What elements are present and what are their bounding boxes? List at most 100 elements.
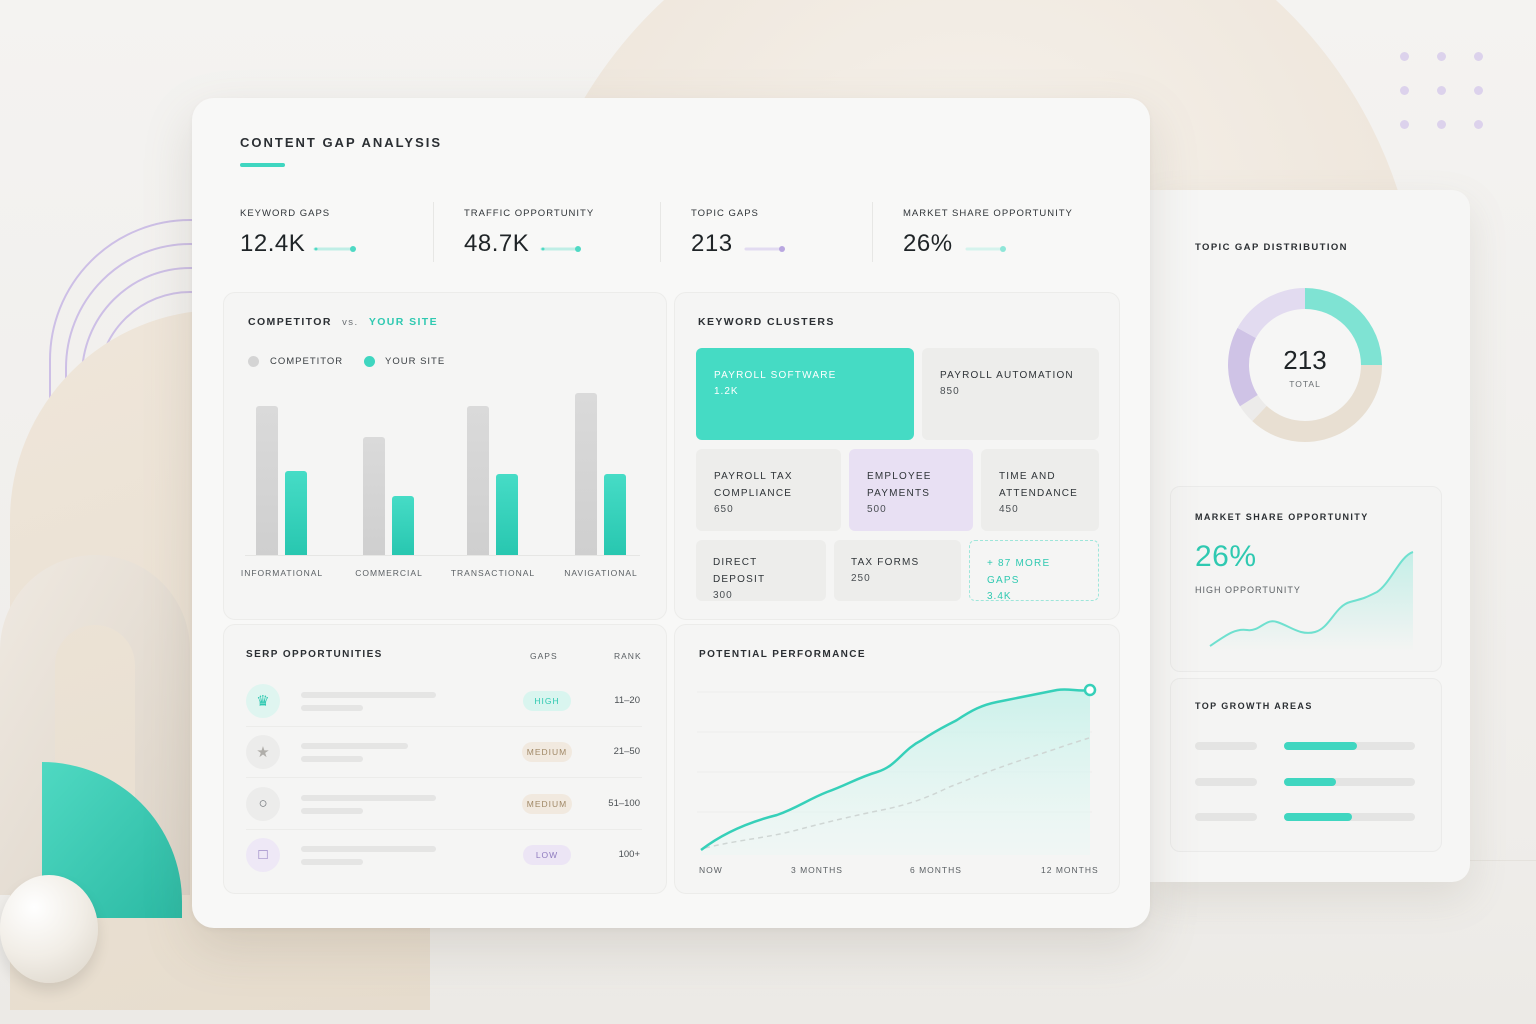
cluster-value: 650 <box>714 504 734 515</box>
kpi-divider <box>660 202 661 262</box>
keyword-cluster-tile[interactable]: DIRECT DEPOSIT 300 <box>696 540 826 601</box>
kpi-topic-gaps-value: 213 <box>691 230 733 257</box>
cluster-value: 500 <box>867 504 887 515</box>
gap-badge: LOW <box>523 844 571 865</box>
cluster-name: TIME AND ATTENDANCE <box>999 471 1079 499</box>
keyword-cluster-tile[interactable]: PAYROLL SOFTWARE 1.2K <box>696 348 914 440</box>
market-share-sparkline <box>1209 551 1414 652</box>
donut-segment <box>1252 365 1382 442</box>
kpi-traffic-trend <box>540 246 581 252</box>
x-tick-label: TRANSACTIONAL <box>450 568 536 578</box>
legend-your-site-label: YOUR SITE <box>385 356 446 367</box>
keyword-cluster-tile[interactable]: PAYROLL AUTOMATION 850 <box>922 348 1099 440</box>
cluster-name: PAYROLL TAX COMPLIANCE <box>714 471 793 499</box>
performance-tick-3-months: 3 MONTHS <box>791 865 843 875</box>
kpi-market-share-label: MARKET SHARE OPPORTUNITY <box>903 208 1073 219</box>
donut-total: 213 <box>1283 345 1327 375</box>
kpi-market-share-value: 26% <box>903 230 953 257</box>
kpi-keyword-gaps-value: 12.4K <box>240 230 306 257</box>
donut-segment <box>1228 327 1258 407</box>
kpi-keyword-gaps-label: KEYWORD GAPS <box>240 208 331 219</box>
x-tick-label: COMMERCIAL <box>355 568 423 578</box>
growth-track <box>1284 777 1415 786</box>
kpi-keyword-gaps-trend <box>313 246 356 252</box>
donut-center <box>1250 310 1360 420</box>
decorative-teal-quarter <box>42 762 182 918</box>
square-icon: □ <box>246 837 280 872</box>
rank-value: 100+ <box>618 848 640 860</box>
kpi-traffic-value: 48.7K <box>464 230 530 257</box>
placeholder-line <box>301 858 363 865</box>
page-title: CONTENT GAP ANALYSIS <box>240 135 443 150</box>
topic-gap-distribution-title: TOPIC GAP DISTRIBUTION <box>1195 242 1348 253</box>
gap-badge: MEDIUM <box>522 742 572 763</box>
rank-value: 51–100 <box>608 797 640 809</box>
kpi-divider <box>433 202 434 262</box>
cluster-name: EMPLOYEE PAYMENTS <box>867 471 932 499</box>
placeholder-line <box>301 743 408 750</box>
market-share-value: 26% <box>1195 540 1257 573</box>
bar-competitor <box>363 436 385 555</box>
performance-chart <box>697 683 1097 855</box>
crown-icon: ♛ <box>246 684 280 718</box>
serp-col-gaps: GAPS <box>530 651 558 661</box>
cluster-value: 300 <box>713 590 733 601</box>
star-icon: ★ <box>246 735 280 770</box>
cluster-name: PAYROLL AUTOMATION <box>940 370 1074 381</box>
kpi-topic-gaps-label: TOPIC GAPS <box>691 208 759 219</box>
keyword-cluster-tile[interactable]: TAX FORMS 250 <box>834 540 961 601</box>
growth-fill <box>1284 742 1358 750</box>
rank-value: 11–20 <box>614 695 640 706</box>
topic-gap-donut <box>1228 288 1382 442</box>
donut-segment <box>1239 395 1267 422</box>
kpi-topic-gaps-trend <box>744 246 785 252</box>
market-share-title: MARKET SHARE OPPORTUNITY <box>1195 512 1369 522</box>
bar-competitor <box>575 393 597 555</box>
keyword-cluster-tile[interactable]: PAYROLL TAX COMPLIANCE 650 <box>696 449 841 531</box>
row-divider <box>246 828 642 830</box>
growth-label-placeholder <box>1195 813 1257 821</box>
keyword-cluster-tile[interactable]: + 87 MORE GAPS 3.4K <box>969 540 1099 602</box>
growth-label-placeholder <box>1195 777 1257 786</box>
donut-total-label: TOTAL <box>1289 379 1321 389</box>
row-divider <box>246 777 642 779</box>
competitor-bar-chart: INFORMATIONAL COMMERCIAL TRANSACTIONAL NAVI… <box>241 385 645 585</box>
cluster-name: DIRECT DEPOSIT <box>713 557 766 585</box>
cluster-name: TAX FORMS <box>851 557 920 568</box>
legend-competitor-label: COMPETITOR <box>270 356 344 367</box>
performance-tick-12-months: 12 MONTHS <box>1041 865 1099 875</box>
cluster-value: 850 <box>940 386 960 397</box>
row-divider <box>246 726 642 727</box>
keyword-cluster-tile[interactable]: EMPLOYEE PAYMENTS 500 <box>849 449 973 531</box>
cluster-value: 3.4K <box>987 591 1012 602</box>
title-underline <box>240 163 285 167</box>
chart-baseline <box>245 555 640 556</box>
bar-your-site <box>285 470 307 555</box>
x-tick-label: NAVIGATIONAL <box>564 568 638 578</box>
cluster-name: PAYROLL SOFTWARE <box>714 370 837 381</box>
circle-icon: ○ <box>246 786 280 821</box>
bar-your-site <box>392 496 414 555</box>
performance-title: POTENTIAL PERFORMANCE <box>699 649 866 660</box>
decorative-ball <box>0 875 98 983</box>
placeholder-line <box>301 692 436 698</box>
top-growth-card <box>1170 678 1442 852</box>
cluster-value: 450 <box>999 504 1019 515</box>
market-share-subtitle: HIGH OPPORTUNITY <box>1195 585 1301 595</box>
bar-your-site <box>604 473 626 555</box>
bar-competitor <box>467 405 489 555</box>
x-tick-label: INFORMATIONAL <box>240 568 324 578</box>
kpi-market-share-trend <box>965 246 1006 252</box>
donut-segment <box>1305 288 1382 365</box>
growth-fill <box>1284 777 1337 786</box>
legend-your-site-dot <box>364 356 375 367</box>
legend-competitor-dot <box>248 356 259 367</box>
performance-tick-6-months: 6 MONTHS <box>910 865 962 875</box>
placeholder-line <box>301 756 363 763</box>
cluster-name: + 87 MORE GAPS <box>987 558 1051 586</box>
performance-tick-now: NOW <box>699 865 723 875</box>
placeholder-line <box>301 794 436 801</box>
keyword-cluster-tile[interactable]: TIME AND ATTENDANCE 450 <box>981 449 1099 531</box>
placeholder-line <box>301 845 436 852</box>
growth-fill <box>1284 813 1353 821</box>
